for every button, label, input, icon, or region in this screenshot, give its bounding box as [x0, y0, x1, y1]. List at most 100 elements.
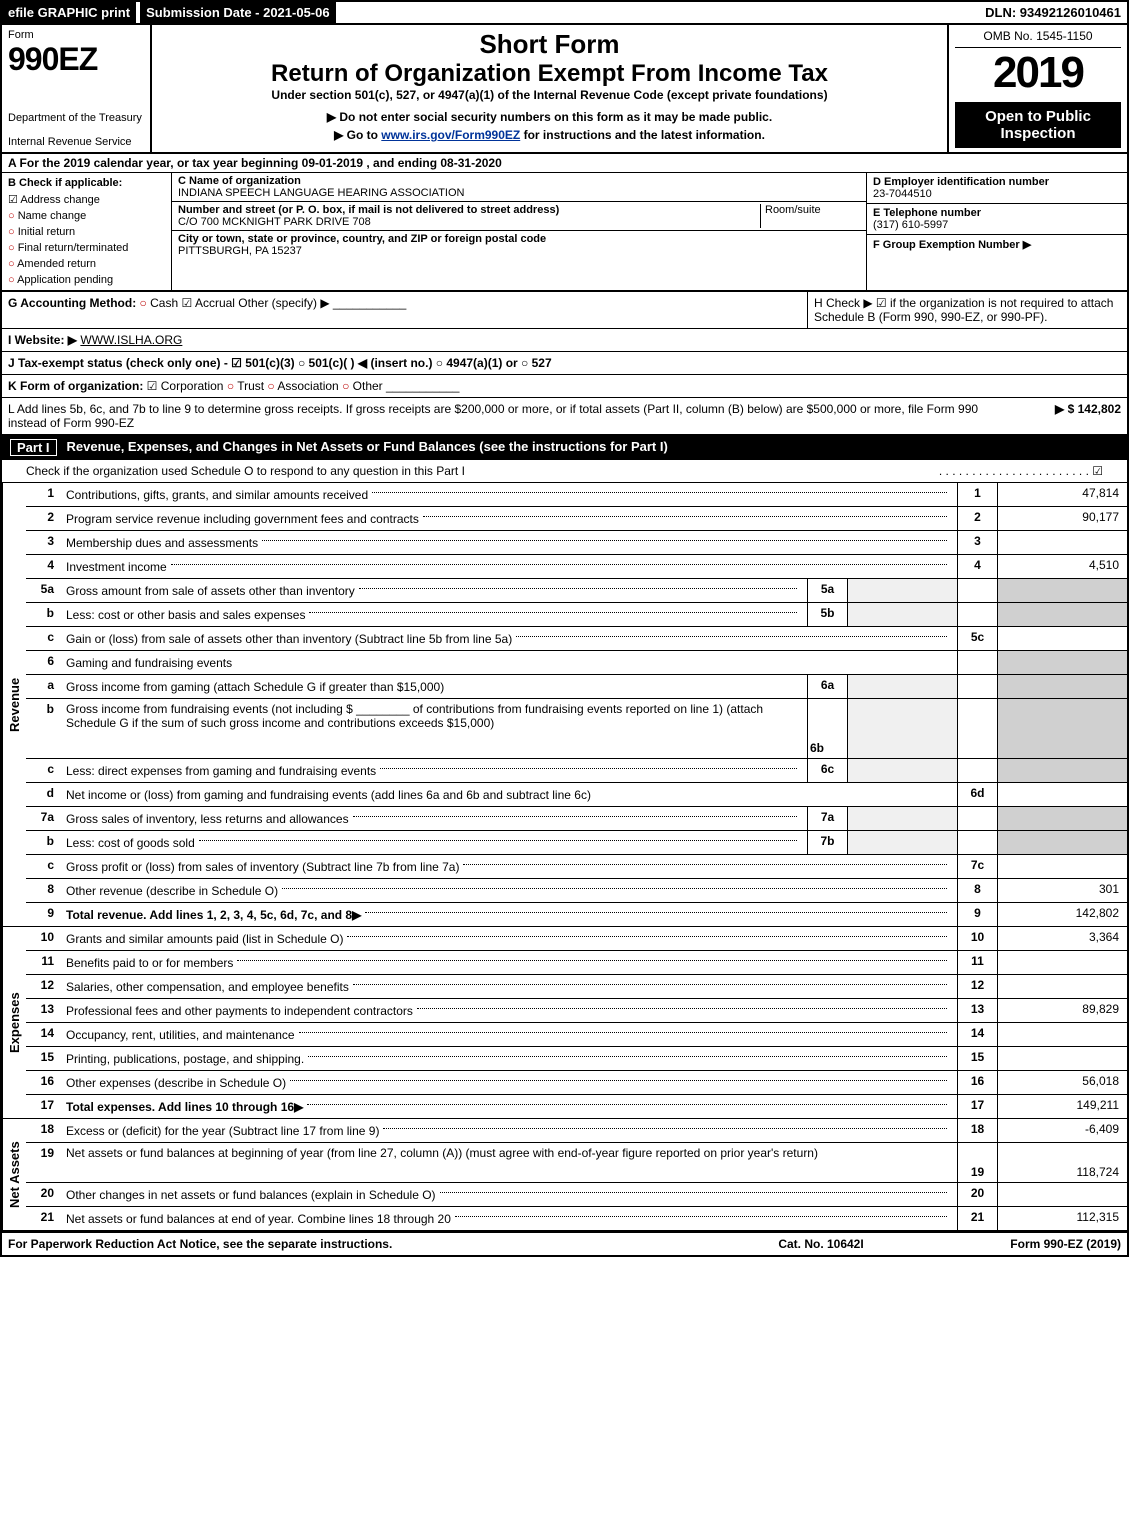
box-f-label: F Group Exemption Number ▶ — [873, 238, 1121, 251]
form-number: 990EZ — [8, 41, 144, 78]
l6a-subv — [847, 675, 957, 698]
l18-val: -6,409 — [997, 1119, 1127, 1142]
website-value[interactable]: WWW.ISLHA.ORG — [80, 333, 182, 347]
box-d-label: D Employer identification number — [873, 176, 1121, 188]
l20-val — [997, 1183, 1127, 1206]
l19-val: 118,724 — [997, 1143, 1127, 1182]
l18-desc: Excess or (deficit) for the year (Subtra… — [60, 1119, 957, 1142]
org-corporation[interactable]: Corporation — [147, 379, 224, 393]
row-h: H Check ▶ ☑ if the organization is not r… — [807, 292, 1127, 328]
l7b-box — [957, 831, 997, 854]
dln: DLN: 93492126010461 — [979, 2, 1127, 23]
footer-left: For Paperwork Reduction Act Notice, see … — [8, 1237, 721, 1251]
l8-desc: Other revenue (describe in Schedule O) — [60, 879, 957, 902]
l7c-val — [997, 855, 1127, 878]
org-association[interactable]: Association — [267, 379, 338, 393]
box-d: D Employer identification number 23-7044… — [867, 173, 1127, 204]
efile-print-button[interactable]: efile GRAPHIC print — [2, 2, 136, 23]
l6-box — [957, 651, 997, 674]
l21-val: 112,315 — [997, 1207, 1127, 1230]
l11-box: 11 — [957, 951, 997, 974]
l4-desc: Investment income — [60, 555, 957, 578]
l18-num: 18 — [26, 1119, 60, 1142]
l2-box: 2 — [957, 507, 997, 530]
l7a-sub: 7a — [807, 807, 847, 830]
org-other[interactable]: Other — [342, 379, 383, 393]
check-address-change[interactable]: Address change — [8, 193, 165, 206]
l5a-val — [997, 579, 1127, 602]
l1-box: 1 — [957, 483, 997, 506]
l7c-num: c — [26, 855, 60, 878]
l10-desc: Grants and similar amounts paid (list in… — [60, 927, 957, 950]
check-name-change[interactable]: Name change — [8, 210, 165, 222]
l8-num: 8 — [26, 879, 60, 902]
l10-box: 10 — [957, 927, 997, 950]
l7c-box: 7c — [957, 855, 997, 878]
part-1-title: Revenue, Expenses, and Changes in Net As… — [67, 439, 668, 456]
l4-box: 4 — [957, 555, 997, 578]
l6c-sub: 6c — [807, 759, 847, 782]
l7a-subv — [847, 807, 957, 830]
spacer — [336, 2, 980, 23]
check-final-return[interactable]: Final return/terminated — [8, 242, 165, 254]
l9-val: 142,802 — [997, 903, 1127, 926]
l20-box: 20 — [957, 1183, 997, 1206]
l9-desc-text: Total revenue. Add lines 1, 2, 3, 4, 5c,… — [66, 908, 352, 922]
l15-val — [997, 1047, 1127, 1070]
part-1-sub: Check if the organization used Schedule … — [2, 460, 1127, 483]
l10-val: 3,364 — [997, 927, 1127, 950]
l14-val — [997, 1023, 1127, 1046]
form-word: Form — [8, 29, 144, 41]
goto-note: ▶ Go to www.irs.gov/Form990EZ for instru… — [158, 128, 941, 142]
l21-box: 21 — [957, 1207, 997, 1230]
l6a-val — [997, 675, 1127, 698]
l4-val: 4,510 — [997, 555, 1127, 578]
netassets-section: Net Assets 18Excess or (deficit) for the… — [2, 1119, 1127, 1231]
part-1-header: Part I Revenue, Expenses, and Changes in… — [2, 435, 1127, 460]
box-b-label: B Check if applicable: — [8, 177, 165, 189]
irs-link[interactable]: www.irs.gov/Form990EZ — [381, 128, 520, 142]
l6-num: 6 — [26, 651, 60, 674]
box-c-name-label: C Name of organization — [178, 175, 860, 187]
box-c-city-row: City or town, state or province, country… — [172, 231, 866, 259]
l7a-val — [997, 807, 1127, 830]
l17-desc-text: Total expenses. Add lines 10 through 16 — [66, 1100, 294, 1114]
l6a-num: a — [26, 675, 60, 698]
org-street: C/O 700 MCKNIGHT PARK DRIVE 708 — [178, 216, 760, 228]
row-j-text: J Tax-exempt status (check only one) - ☑… — [8, 356, 552, 370]
l6c-box — [957, 759, 997, 782]
accounting-cash[interactable]: Cash — [140, 296, 179, 310]
check-application-pending[interactable]: Application pending — [8, 274, 165, 286]
accounting-other[interactable]: Other (specify) ▶ — [238, 296, 329, 310]
l6c-num: c — [26, 759, 60, 782]
l6b-box — [957, 699, 997, 758]
l21-num: 21 — [26, 1207, 60, 1230]
row-l: L Add lines 5b, 6c, and 7b to line 9 to … — [2, 398, 1127, 435]
l5c-desc: Gain or (loss) from sale of assets other… — [60, 627, 957, 650]
accounting-accrual[interactable]: Accrual — [182, 296, 235, 310]
check-amended-return[interactable]: Amended return — [8, 258, 165, 270]
l6c-subv — [847, 759, 957, 782]
row-l-text: L Add lines 5b, 6c, and 7b to line 9 to … — [8, 402, 1001, 430]
box-c-street-row: Number and street (or P. O. box, if mail… — [172, 202, 866, 231]
l18-box: 18 — [957, 1119, 997, 1142]
l4-num: 4 — [26, 555, 60, 578]
l5b-sub: 5b — [807, 603, 847, 626]
l5c-num: c — [26, 627, 60, 650]
l6b-desc: Gross income from fundraising events (no… — [60, 699, 807, 758]
form-header: Form 990EZ Department of the Treasury In… — [2, 25, 1127, 154]
l13-desc: Professional fees and other payments to … — [60, 999, 957, 1022]
check-initial-return[interactable]: Initial return — [8, 226, 165, 238]
l6-val — [997, 651, 1127, 674]
l19-desc: Net assets or fund balances at beginning… — [60, 1143, 957, 1182]
l5a-num: 5a — [26, 579, 60, 602]
dept-treasury: Department of the Treasury — [8, 112, 144, 124]
l12-box: 12 — [957, 975, 997, 998]
org-trust[interactable]: Trust — [227, 379, 264, 393]
form-990ez-page: efile GRAPHIC print Submission Date - 20… — [0, 0, 1129, 1257]
org-city: PITTSBURGH, PA 15237 — [178, 245, 860, 257]
l7b-desc: Less: cost of goods sold — [60, 831, 807, 854]
l1-num: 1 — [26, 483, 60, 506]
header-middle: Short Form Return of Organization Exempt… — [152, 25, 947, 152]
row-l-value: ▶ $ 142,802 — [1001, 402, 1121, 430]
